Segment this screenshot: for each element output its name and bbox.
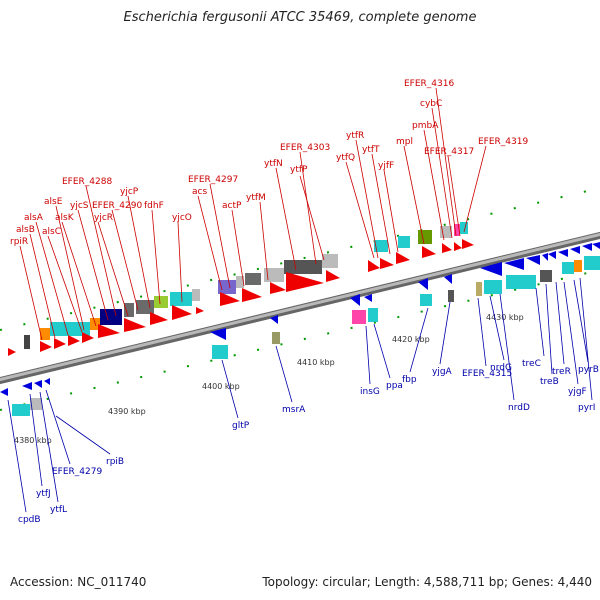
gene-label: ytfM [246, 193, 266, 203]
gene-label: ytfN [264, 159, 283, 169]
gene-label: EFER_4290 [92, 201, 142, 211]
reverse-gene-leaders [7, 277, 593, 513]
gene-label: EFER_4303 [280, 143, 330, 153]
gene-label: EFER_4279 [52, 467, 102, 477]
scale-label: 4420 kbp [392, 335, 430, 344]
gene-label: ytfQ [336, 153, 355, 163]
reverse-gene-arrows [0, 242, 600, 396]
reverse-gene-label-text: cpdB ytfJ ytfL EFER_4279 rpiB gltP msrA … [18, 359, 599, 525]
gene-label: alsE [44, 197, 63, 207]
gene-label: rpiR [10, 237, 28, 247]
gene-label: msrA [282, 405, 306, 415]
gene-label: alsK [55, 213, 75, 223]
gene-label: EFER_4297 [188, 175, 238, 185]
gene-label: ytfJ [36, 489, 51, 499]
genome-summary-text: Topology: circular; Length: 4,588,711 bp… [262, 575, 592, 589]
gene-label: yjcO [172, 213, 192, 223]
gene-label: alsC [42, 227, 61, 237]
gene-label: EFER_4319 [478, 137, 528, 147]
gene-label: EFER_4288 [62, 177, 112, 187]
gene-label: treB [540, 377, 559, 387]
scale-label: 4430 kbp [486, 313, 524, 322]
gene-label: alsB [16, 225, 35, 235]
gene-label: cpdB [18, 515, 41, 525]
gene-label: EFER_4317 [424, 147, 474, 157]
gene-label: ppa [386, 381, 403, 391]
gene-label: ytfP [290, 165, 308, 175]
gene-label: yjgF [568, 387, 587, 397]
gene-label: actP [222, 201, 242, 211]
reverse-feature-boxes [12, 270, 552, 416]
gene-label: yjfF [378, 161, 394, 171]
accession-text: Accession: NC_011740 [10, 575, 147, 589]
scale-label: 4380 kbp [14, 436, 52, 445]
scale-label: 4410 kbp [297, 358, 335, 367]
gene-label: ytfR [346, 131, 364, 141]
gene-label: EFER_4316 [404, 79, 454, 89]
gene-label: fbp [402, 375, 417, 385]
gene-label: ytfL [50, 505, 67, 515]
forward-feature-boxes [40, 222, 600, 340]
map-title: Escherichia fergusonii ATCC 35469, compl… [123, 10, 477, 25]
gene-label: yjcP [120, 187, 139, 197]
gene-label: nrdD [508, 403, 530, 413]
gene-label: yjcS [70, 201, 89, 211]
scale-labels: 4380 kbp 4390 kbp 4400 kbp 4410 kbp 4420… [14, 313, 524, 445]
genome-backbone [0, 231, 600, 385]
gene-label: rpiB [106, 457, 124, 467]
gene-label: insG [360, 387, 380, 397]
gene-label: acs [192, 187, 207, 197]
forward-gene-labels [19, 87, 487, 341]
gene-label: pyrI [578, 403, 595, 413]
gene-label: treC [522, 359, 541, 369]
gene-label: EFER_4315 [462, 369, 512, 379]
gene-label: alsA [24, 213, 44, 223]
gene-label: mpl [396, 137, 413, 147]
gene-label: treR [552, 367, 571, 377]
gene-label: nrdG [490, 363, 512, 373]
gene-label: pyrB [578, 365, 599, 375]
gene-label: gltP [232, 421, 250, 431]
gene-label: cybC [420, 99, 442, 109]
gene-label: pmbA [412, 121, 439, 131]
scale-label: 4400 kbp [202, 382, 240, 391]
gene-label: yjgA [432, 367, 453, 377]
gene-label: fdhF [144, 201, 164, 211]
scale-label: 4390 kbp [108, 407, 146, 416]
forward-gene-arrows [8, 239, 474, 356]
gene-label: ytfT [362, 145, 380, 155]
gene-label: yjcR [94, 213, 113, 223]
forward-gene-label-text: rpiR alsB alsA alsC alsE alsK yjcS EFER_… [10, 79, 528, 247]
